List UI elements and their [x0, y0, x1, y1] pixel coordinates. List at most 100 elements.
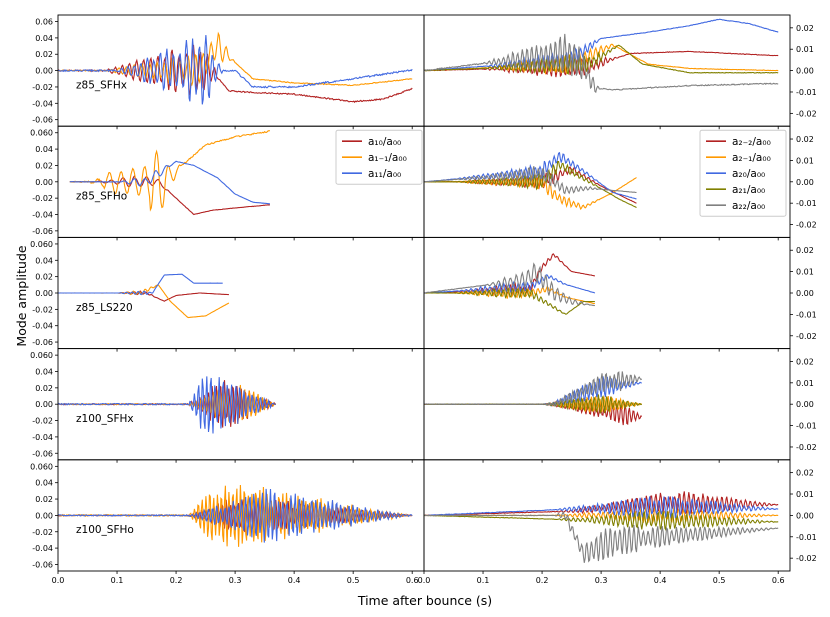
series-a21	[424, 44, 779, 75]
right-x-tick-label: 0.4	[654, 576, 667, 585]
panel-z85_SFHx: -0.06-0.04-0.020.000.020.040.06z85_SFHx-…	[32, 14, 817, 130]
panel-z85_SFHo: -0.06 -0.04 -0.02 0.00 0.02 0.04 0.060 z85_SFHo…	[30, 125, 817, 241]
series-a20	[424, 151, 637, 200]
right-y-tick-label: -0.01	[796, 533, 817, 542]
left-y-tick-label: 0.02	[35, 161, 53, 170]
right-y-tick-label: -0.01	[796, 199, 817, 208]
left-x-tick-label: 0.2	[170, 576, 183, 585]
panel-label: z85_SFHx	[76, 79, 127, 91]
series-a22	[424, 371, 643, 407]
left-y-tick-label: -0.04	[32, 544, 53, 553]
series-a1m1	[69, 130, 271, 212]
right-curves	[424, 371, 643, 426]
left-y-tick-label: 0.04	[35, 367, 53, 376]
right-curves	[424, 18, 779, 94]
left-axes-z100_SFHx: -0.06 -0.04 -0.02 0.00 0.02 0.04 0.060 z100_SFH…	[30, 348, 425, 461]
left-y-tick-label: 0.00	[35, 67, 53, 76]
series-a21	[424, 510, 779, 532]
right-y-tick-label: 0.02	[796, 469, 814, 478]
left-y-tick-label: 0.00	[35, 289, 53, 298]
right-curves	[424, 253, 596, 315]
right-y-tick-label: 0.00	[796, 511, 814, 520]
left-curves	[58, 484, 413, 547]
left-y-tick-label: -0.04	[32, 433, 53, 442]
y-axis-label: Mode amplitude	[14, 245, 29, 347]
left-y-tick-label: 0.04	[35, 256, 53, 265]
left-axes-z85_SFHx: -0.06 -0.04 -0.02 0.00 0.02 0.04 0.06 z85_SFHx	[32, 14, 425, 127]
left-y-tick-label: -0.06	[32, 227, 53, 236]
left-x-tick-label: 0.4	[288, 576, 301, 585]
right-axes-z85_SFHx: -0.02 -0.01 0.00 0.01 0.02	[423, 14, 817, 127]
left-y-tick-label: -0.04	[32, 99, 53, 108]
series-a11	[69, 160, 271, 205]
panel-z100_SFHx: -0.06 -0.04 -0.02 0.00 0.02 0.04 0.060 z100_SFH…	[30, 348, 817, 463]
right-x-tick-label: 0.6	[772, 576, 785, 585]
left-y-tick-label: -0.06	[32, 449, 53, 458]
right-y-tick-label: -0.02	[796, 332, 817, 341]
series-a22	[424, 511, 779, 563]
left-y-tick-label: -0.06	[32, 116, 53, 125]
left-y-tick-label: 0.06	[35, 18, 53, 27]
left-y-tick-label: 0.060	[30, 129, 53, 138]
left-x-tick-label: 0.1	[111, 576, 124, 585]
right-y-tick-label: -0.02	[796, 109, 817, 118]
legend-label-a1m1: a₁₋₁/a₀₀	[368, 152, 407, 164]
right-y-tick-label: 0.02	[796, 246, 814, 255]
legend-label-a20: a₂₀/a₀₀	[732, 168, 765, 180]
series-a10	[69, 175, 271, 216]
left-axes-z100_SFHo: -0.06 -0.04 -0.02 0.00 0.02 0.04 0.060 z100_SFH…	[30, 459, 425, 572]
series-a20	[424, 274, 596, 295]
right-y-tick-label: -0.02	[796, 554, 817, 563]
right-curves	[424, 151, 637, 211]
panel-label: z100_SFHx	[76, 413, 134, 425]
left-y-tick-label: 0.060	[30, 240, 53, 249]
left-y-tick-label: 0.02	[35, 495, 53, 504]
right-axes-z100_SFHo: -0.02 -0.01 0.00 0.01 0.02	[423, 459, 817, 572]
right-y-tick-label: 0.00	[796, 400, 814, 409]
right-y-tick-label: -0.01	[796, 422, 817, 431]
series-a10	[58, 44, 413, 104]
left-y-tick-label: -0.02	[32, 417, 53, 426]
left-y-tick-label: 0.04	[35, 34, 53, 43]
series-a11	[58, 273, 223, 296]
left-y-tick-label: 0.02	[35, 50, 53, 59]
panel-label: z85_SFHo	[76, 191, 127, 203]
series-a21	[424, 286, 595, 315]
left-y-tick-label: -0.02	[32, 305, 53, 314]
left-y-tick-label: -0.04	[32, 322, 53, 331]
right-axes-z100_SFHx: -0.02 -0.01 0.00 0.01 0.02	[423, 348, 817, 461]
right-y-tick-label: -0.02	[796, 221, 817, 230]
legend-right: a₂₋₂/a₀₀ a₂₋₁/a₀₀ a₂₀/a₀₀ a₂₁/a₀₀ a₂₂/a₀₀	[699, 129, 787, 217]
right-y-tick-label: 0.00	[796, 289, 814, 298]
right-y-tick-label: 0.01	[796, 45, 814, 54]
legend-box	[335, 129, 423, 185]
left-curves	[58, 31, 413, 105]
series-a22	[424, 262, 595, 307]
series-a22	[424, 166, 637, 195]
left-y-tick-label: 0.02	[35, 384, 53, 393]
series-a11	[58, 488, 413, 543]
legend-label-a10: a₁₀/a₀₀	[368, 136, 401, 148]
left-x-tick-label: 0.3	[229, 576, 242, 585]
right-y-tick-label: -0.01	[796, 310, 817, 319]
series-a20	[424, 496, 779, 519]
right-y-tick-label: 0.01	[796, 490, 814, 499]
left-x-tick-label: 0.5	[347, 576, 360, 585]
right-y-tick-label: 0.00	[796, 178, 814, 187]
right-y-tick-label: 0.02	[796, 357, 814, 366]
right-x-tick-label: 0.3	[595, 576, 608, 585]
left-y-tick-label: 0.04	[35, 145, 53, 154]
left-curves	[58, 273, 230, 319]
left-y-tick-label: -0.06	[32, 560, 53, 569]
right-y-tick-label: 0.01	[796, 156, 814, 165]
left-y-tick-label: -0.06	[32, 338, 53, 347]
legend-label-a11: a₁₁/a₀₀	[368, 168, 401, 180]
left-y-tick-label: 0.00	[35, 178, 53, 187]
legend-label-a2m1: a₂₋₁/a₀₀	[732, 152, 771, 164]
right-frame	[423, 459, 791, 572]
series-a22	[424, 33, 779, 94]
series-a20	[424, 18, 779, 72]
right-y-tick-label: 0.02	[796, 24, 814, 33]
right-y-tick-label: 0.01	[796, 379, 814, 388]
